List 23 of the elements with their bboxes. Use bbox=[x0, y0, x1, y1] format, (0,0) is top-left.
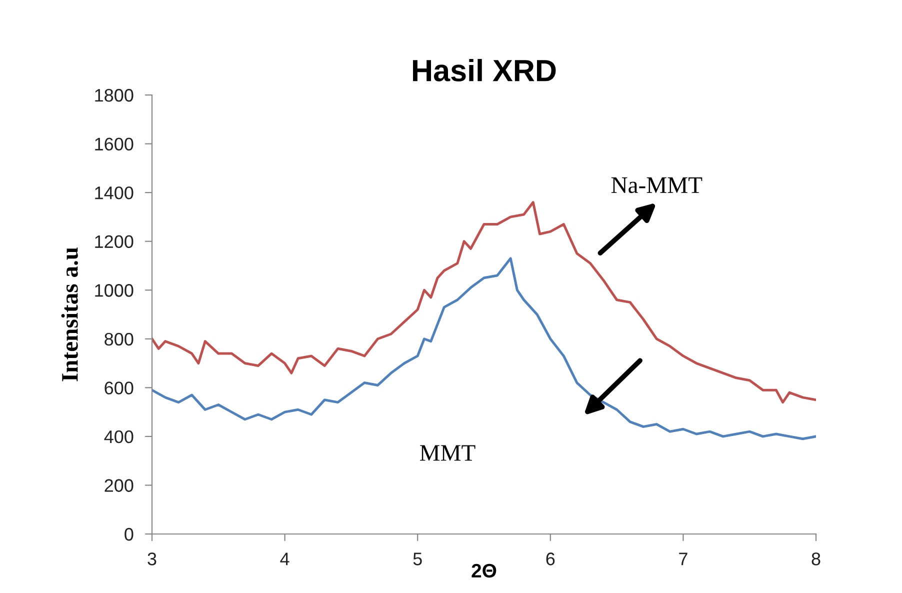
annotation: MMT bbox=[420, 445, 476, 461]
y-tick-label: 400 bbox=[104, 430, 134, 444]
y-tick-label: 1400 bbox=[95, 186, 134, 200]
x-tick-label: 6 bbox=[546, 552, 555, 566]
chart-title: Hasil XRD bbox=[413, 58, 556, 82]
y-axis-title: Intensitas a.u bbox=[61, 248, 78, 382]
y-tick-label: 600 bbox=[104, 382, 134, 394]
y-tick-label: 200 bbox=[104, 479, 134, 492]
line-series bbox=[152, 257, 816, 440]
y-tick-label: 0 bbox=[124, 528, 134, 541]
x-tick-label: 7 bbox=[679, 552, 688, 566]
y-tick-label: 1200 bbox=[95, 235, 134, 248]
annotation: Na-MMT bbox=[611, 177, 702, 194]
x-tick-label: 5 bbox=[413, 552, 422, 566]
x-tick-label: 3 bbox=[148, 552, 156, 566]
x-tick-label: 8 bbox=[812, 552, 820, 566]
line-series bbox=[152, 201, 816, 404]
y-tick-label: 800 bbox=[104, 332, 134, 346]
x-axis-title: 2Θ bbox=[472, 564, 496, 578]
x-tick-label: 4 bbox=[280, 552, 290, 566]
y-tick-label: 1000 bbox=[95, 284, 134, 297]
y-tick-label: 1800 bbox=[95, 88, 134, 102]
y-tick-label: 1600 bbox=[95, 138, 134, 150]
